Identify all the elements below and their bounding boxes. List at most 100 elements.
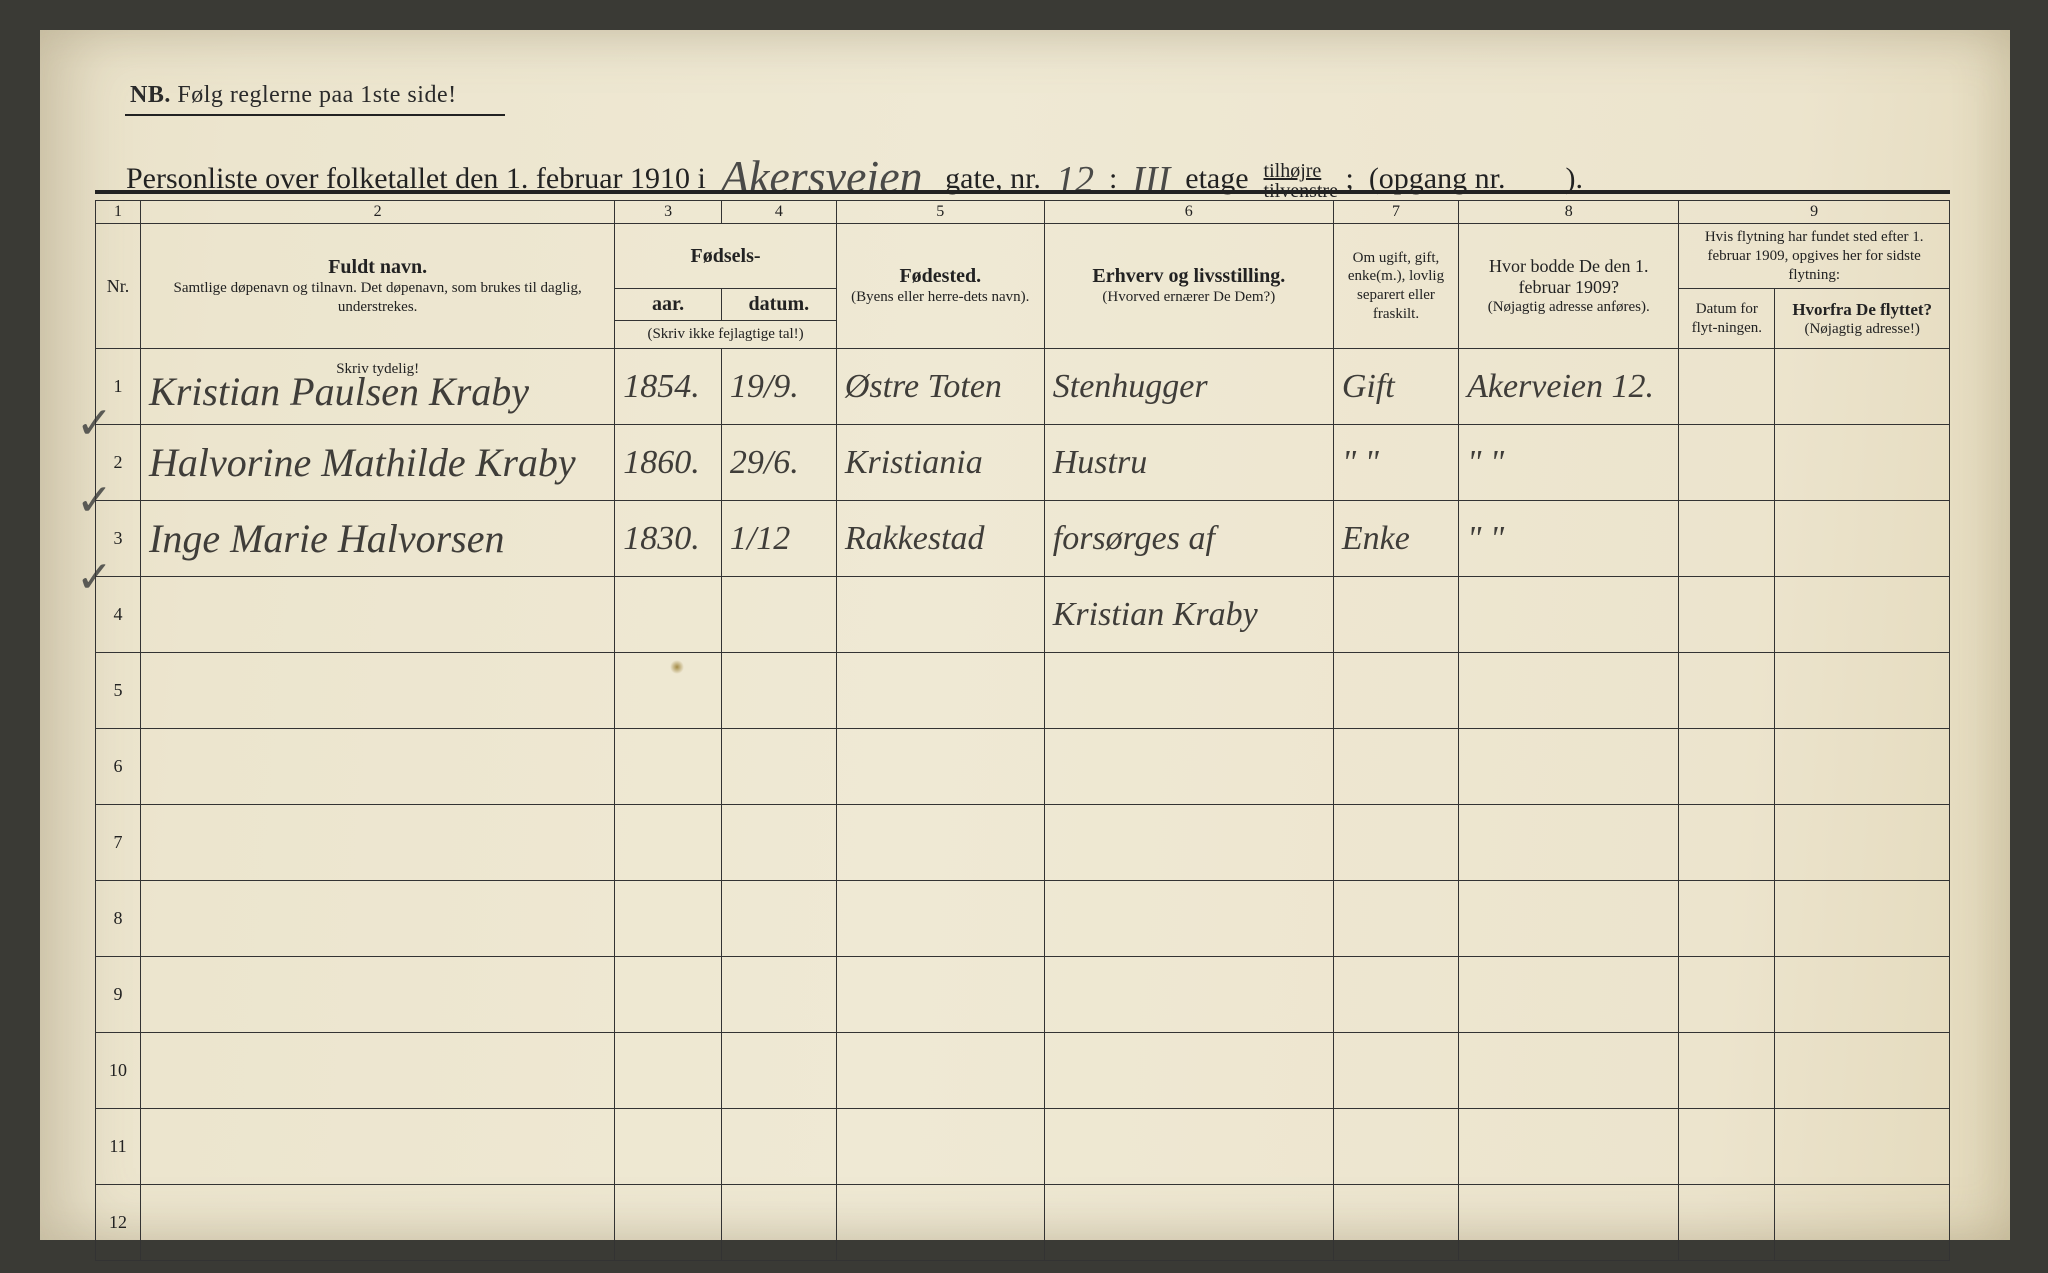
table-row: 9 [96,957,1950,1033]
cell [615,881,722,957]
cell-nr: 7 [96,805,141,881]
cell [721,881,836,957]
hw-nr: 12 [1056,158,1094,202]
cell [615,729,722,805]
hdr-erhverv-label: Erhverv og livsstilling. [1092,265,1285,287]
cell [1459,1185,1679,1261]
cell-nr: 2 [96,425,141,501]
cell [1679,349,1775,425]
cell [1775,425,1950,501]
cell [1333,653,1458,729]
cell-name [141,1185,615,1261]
cell [615,957,722,1033]
hdr-fodsels-label: Fødsels- [691,245,761,267]
cell [1333,957,1458,1033]
colnum-6: 6 [1044,201,1333,224]
handwritten-text: 1854. [623,368,700,405]
cell: 29/6. [721,425,836,501]
handwritten-text: Kristiania [845,444,983,481]
hdr-status-label: Om ugift, gift, enke(m.), lovlig separer… [1340,249,1452,324]
nb-text: Følg reglerne paa 1ste side! [177,82,456,108]
cell: " " [1459,501,1679,577]
hdr-fodsels: Fødsels- [615,224,837,289]
cell [836,729,1044,805]
cell-name [141,577,615,653]
cell [721,729,836,805]
cell-nr: 8 [96,881,141,957]
cell-name [141,729,615,805]
cell [836,1109,1044,1185]
handwritten-text: forsørges af [1053,520,1215,557]
handwritten-text: 19/9. [730,368,799,405]
nb-underline [125,114,505,116]
table-row: 3Inge Marie Halvorsen1830.1/12Rakkestadf… [96,501,1950,577]
cell [1679,805,1775,881]
cell [1459,653,1679,729]
cell [615,577,722,653]
cell [1679,501,1775,577]
cell: " " [1333,425,1458,501]
hdr-hvorfra-sub: (Nøjagtig adresse!) [1781,320,1943,339]
hdr-status: Om ugift, gift, enke(m.), lovlig separer… [1333,224,1458,349]
handwritten-text: 1/12 [730,520,790,557]
cell [1459,805,1679,881]
cell [1459,729,1679,805]
cell: " " [1459,425,1679,501]
cell [1679,577,1775,653]
cell [1333,729,1458,805]
table-row: 4Kristian Kraby [96,577,1950,653]
cell [1679,729,1775,805]
cell: Østre Toten [836,349,1044,425]
cell [1333,1109,1458,1185]
cell [1459,577,1679,653]
hdr-bodde: Hvor bodde De den 1. februar 1909? (Nøja… [1459,224,1679,349]
colnum-8: 8 [1459,201,1679,224]
cell-name [141,957,615,1033]
colnum-4: 4 [721,201,836,224]
handwritten-text: Kristian Paulsen Kraby [149,369,529,414]
cell [721,805,836,881]
cell [1775,957,1950,1033]
handwritten-text: Stenhugger [1053,368,1208,405]
handwritten-text: Østre Toten [845,368,1002,405]
cell: Hustru [1044,425,1333,501]
hdr-skriv-ikke-label: (Skriv ikke fejlagtige tal!) [621,325,830,344]
cell-name: Halvorine Mathilde Kraby [141,425,615,501]
cell [1044,957,1333,1033]
cell: Gift [1333,349,1458,425]
handwritten-text: " " [1467,444,1504,481]
cell [836,957,1044,1033]
colnum-5: 5 [836,201,1044,224]
column-number-row: 1 2 3 4 5 6 7 8 9 [96,201,1950,224]
cell [1775,1109,1950,1185]
cell-nr: 3 [96,501,141,577]
cell [1044,653,1333,729]
handwritten-text: " " [1467,520,1504,557]
handwritten-text: Enke [1342,520,1410,557]
cell [836,1185,1044,1261]
cell [1459,881,1679,957]
hdr-flyt-datum: Datum for flyt-ningen. [1679,289,1775,349]
cell [836,577,1044,653]
cell [1775,881,1950,957]
cell [721,653,836,729]
cell [1775,1185,1950,1261]
cell: Enke [1333,501,1458,577]
hdr-name-sub: Samtlige døpenavn og tilnavn. Det døpena… [147,279,608,317]
cell [1679,957,1775,1033]
cell-nr: 1 [96,349,141,425]
hw-street: Akersveien [721,150,923,203]
cell: 1854. [615,349,722,425]
cell [1459,1033,1679,1109]
handwritten-text: 1860. [623,444,700,481]
hdr-fodested-label: Fødested. [899,265,981,287]
table-row: 2Halvorine Mathilde Kraby1860. 29/6.Krist… [96,425,1950,501]
title-underline [95,190,1950,194]
handwritten-text: Inge Marie Halvorsen [149,516,504,561]
table-row: 6 [96,729,1950,805]
hdr-name: Fuldt navn. Samtlige døpenavn og tilnavn… [141,224,615,349]
cell [1044,1185,1333,1261]
cell [836,805,1044,881]
cell: Akerveien 12. [1459,349,1679,425]
cell: forsørges af [1044,501,1333,577]
